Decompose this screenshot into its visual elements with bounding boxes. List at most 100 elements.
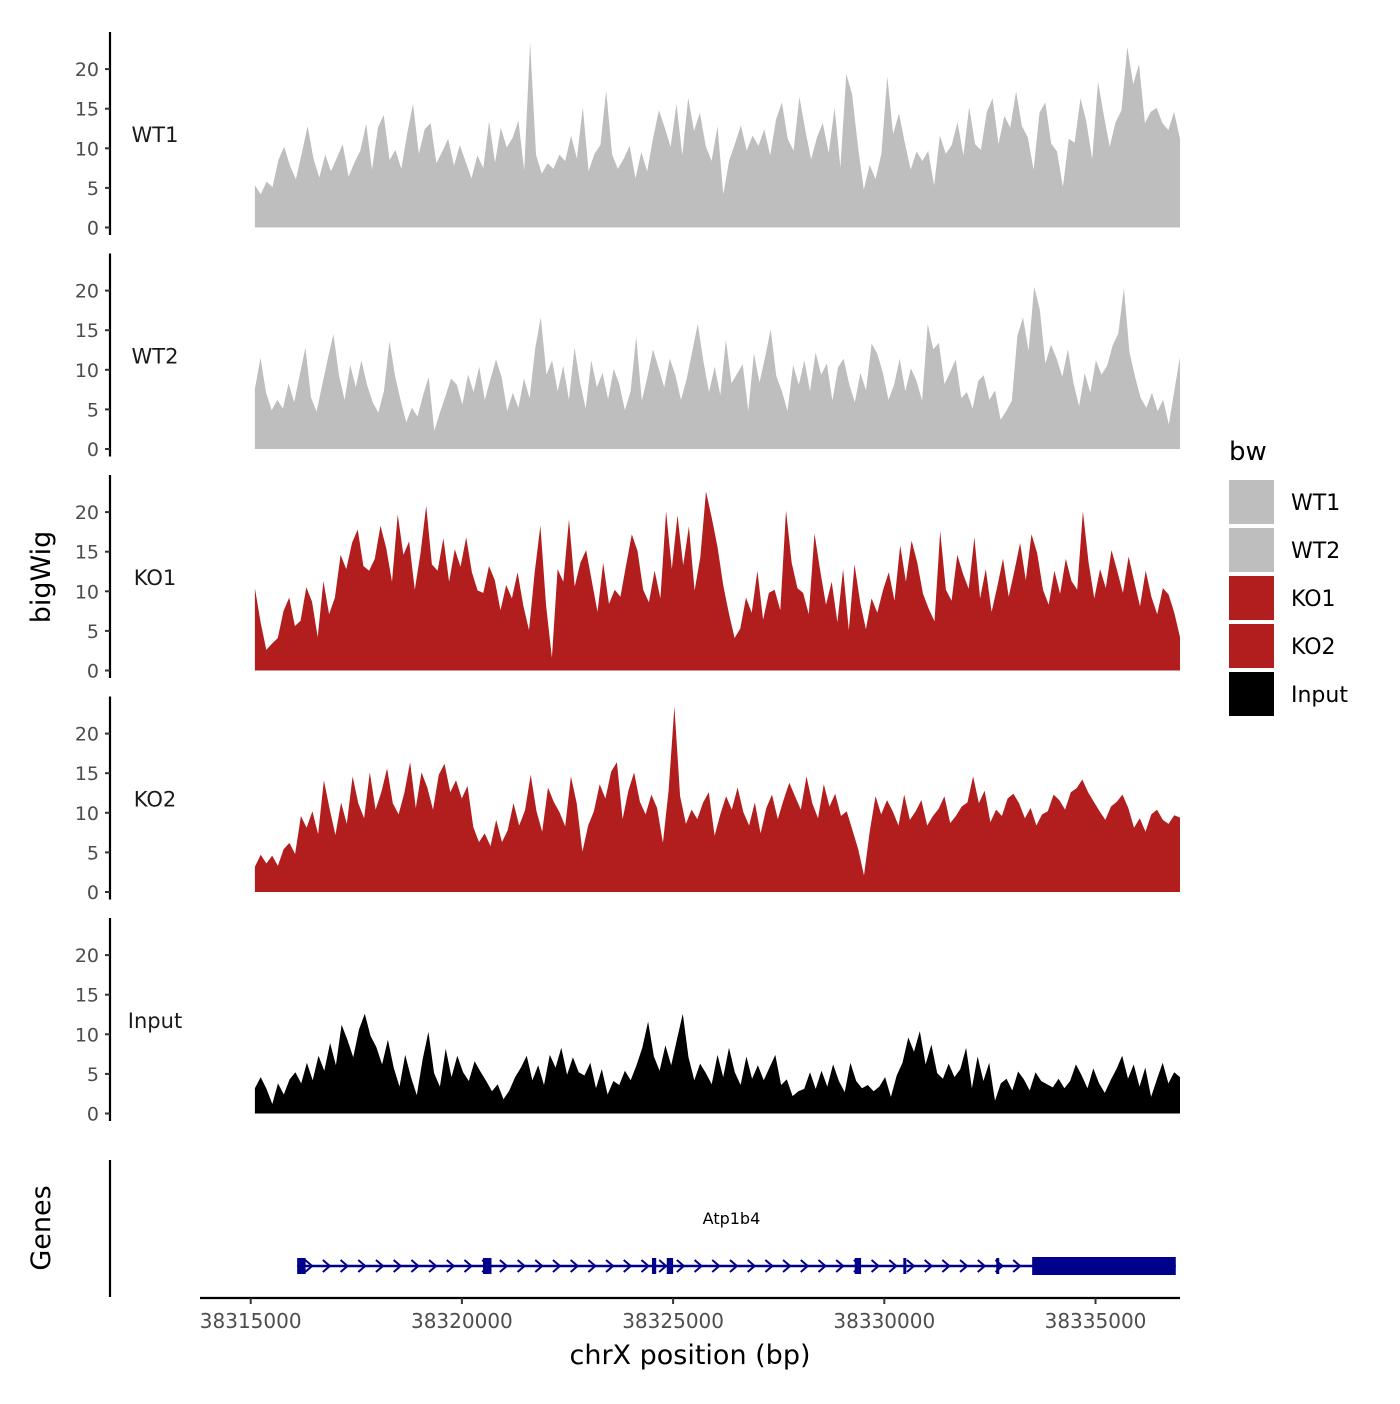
y-tick-label-ko2-0: 0 [87, 882, 99, 904]
y-tick-label-wt2-15: 15 [75, 320, 99, 342]
gene-exon-1 [297, 1258, 306, 1274]
x-tick-label-38330000: 38330000 [833, 1309, 935, 1333]
strand-arrow [888, 1259, 898, 1273]
legend-label-ko2: KO2 [1291, 635, 1336, 660]
legend-key-wt1 [1229, 480, 1274, 524]
signal-area-wt2 [254, 286, 1180, 449]
gene-exon-6 [903, 1258, 907, 1274]
track-panel-wt2: 0 5 10 15 20 WT2 [75, 253, 1180, 461]
y-tick-label-ko1-5: 5 [87, 621, 99, 643]
strand-arrow [711, 1259, 721, 1273]
track-panel-wt1: 0 5 10 15 20 WT1 [75, 32, 1180, 240]
strand-arrow [570, 1259, 580, 1273]
signal-area-ko1 [254, 491, 1180, 671]
strand-arrow [676, 1259, 686, 1273]
x-axis: 38315000 38320000 38325000 38330000 38335000 [200, 1296, 1180, 1333]
y-tick-label-ko1-0: 0 [87, 661, 99, 683]
legend-key-input [1229, 672, 1274, 716]
track-label-wt1: WT1 [132, 123, 179, 147]
gene-exon-2 [483, 1258, 492, 1274]
track-panel-ko2: 0 5 10 15 20 KO2 [75, 696, 1180, 904]
strand-arrow [339, 1259, 350, 1273]
y-tick-label-wt1-15: 15 [75, 99, 99, 121]
strand-arrow [516, 1259, 527, 1273]
legend-key-wt2 [1229, 528, 1274, 572]
y-tick-label-ko2-5: 5 [87, 842, 99, 864]
strand-arrow [623, 1259, 633, 1273]
strand-arrow [658, 1259, 668, 1273]
strand-arrow [924, 1259, 934, 1273]
strand-arrow [764, 1259, 774, 1273]
signal-area-ko2 [254, 706, 1180, 892]
strand-arrow [463, 1259, 473, 1273]
gene-panel: Atp1b4 [108, 1160, 1176, 1297]
legend-label-ko1: KO1 [1291, 587, 1336, 612]
y-tick-label-wt2-10: 10 [75, 360, 99, 382]
strand-arrow [357, 1259, 367, 1273]
y-tick-label-input-15: 15 [75, 985, 99, 1007]
strand-arrow [1012, 1259, 1022, 1273]
strand-arrow [906, 1259, 916, 1273]
strand-arrow [304, 1259, 314, 1273]
y-tick-label-ko1-15: 15 [75, 542, 99, 564]
track-label-ko1: KO1 [134, 566, 177, 590]
strand-arrow [375, 1259, 385, 1273]
y-tick-label-wt2-20: 20 [75, 281, 99, 303]
strand-arrow [393, 1259, 403, 1273]
strand-arrow [446, 1259, 456, 1273]
x-tick-label-38335000: 38335000 [1045, 1309, 1147, 1333]
track-label-input: Input [128, 1009, 182, 1033]
strand-arrow [640, 1259, 650, 1273]
signal-area-wt1 [254, 42, 1180, 228]
legend-title: bw [1229, 437, 1267, 467]
strand-arrow [693, 1259, 704, 1273]
legend-key-ko2 [1229, 624, 1274, 668]
strand-arrow [835, 1259, 845, 1273]
gene-name-label: Atp1b4 [703, 1209, 761, 1228]
strand-arrow [941, 1259, 951, 1273]
strand-arrow [977, 1259, 987, 1273]
x-tick-label-38325000: 38325000 [622, 1309, 724, 1333]
y-tick-label-wt1-10: 10 [75, 138, 99, 160]
track-panel-ko1: 0 5 10 15 20 KO1 [75, 475, 1180, 683]
legend-label-input: Input [1291, 683, 1348, 708]
tracks-layer: 0 5 10 15 20 WT1 0 5 10 15 20 WT2 0 5 10 15 20 KO1 0 5 10 15 2… [75, 32, 1180, 1126]
strand-arrow [428, 1259, 438, 1273]
y-tick-label-ko1-20: 20 [75, 502, 99, 524]
track-panel-input: 0 5 10 15 20 Input [75, 918, 1180, 1126]
y-tick-label-input-20: 20 [75, 945, 99, 967]
gene-exon-4 [666, 1258, 674, 1274]
strand-arrow [552, 1259, 562, 1273]
genes-axis-title: Genes [26, 1185, 57, 1270]
y-tick-label-wt1-5: 5 [87, 178, 99, 200]
strand-arrow [587, 1259, 597, 1273]
strand-arrow [800, 1259, 810, 1273]
legend: bw WT1 WT2 KO1 KO2 Input [1229, 437, 1348, 716]
legend-label-wt2: WT2 [1291, 539, 1340, 564]
y-tick-label-input-0: 0 [87, 1104, 99, 1126]
track-label-ko2: KO2 [134, 788, 177, 812]
y-tick-label-ko2-20: 20 [75, 724, 99, 746]
strand-arrow [782, 1259, 792, 1273]
strand-arrow [410, 1259, 420, 1273]
strand-arrow [817, 1259, 827, 1273]
gene-exon-7 [996, 1258, 1000, 1274]
y-tick-label-ko2-10: 10 [75, 803, 99, 825]
y-tick-label-wt1-0: 0 [87, 218, 99, 240]
x-axis-title: chrX position (bp) [569, 1340, 810, 1371]
gene-exon-5 [854, 1258, 862, 1274]
strand-arrow [499, 1259, 509, 1273]
gene-exon-8 [1032, 1257, 1176, 1275]
strand-arrow [747, 1259, 757, 1273]
signal-area-input [254, 1013, 1180, 1114]
strand-arrow [605, 1259, 615, 1273]
strand-arrow [959, 1259, 969, 1273]
x-tick-label-38320000: 38320000 [411, 1309, 513, 1333]
legend-label-wt1: WT1 [1291, 491, 1340, 516]
strand-arrow [534, 1259, 544, 1273]
y-tick-label-input-10: 10 [75, 1024, 99, 1046]
strand-arrow [322, 1259, 332, 1273]
y-tick-label-wt1-20: 20 [75, 59, 99, 81]
